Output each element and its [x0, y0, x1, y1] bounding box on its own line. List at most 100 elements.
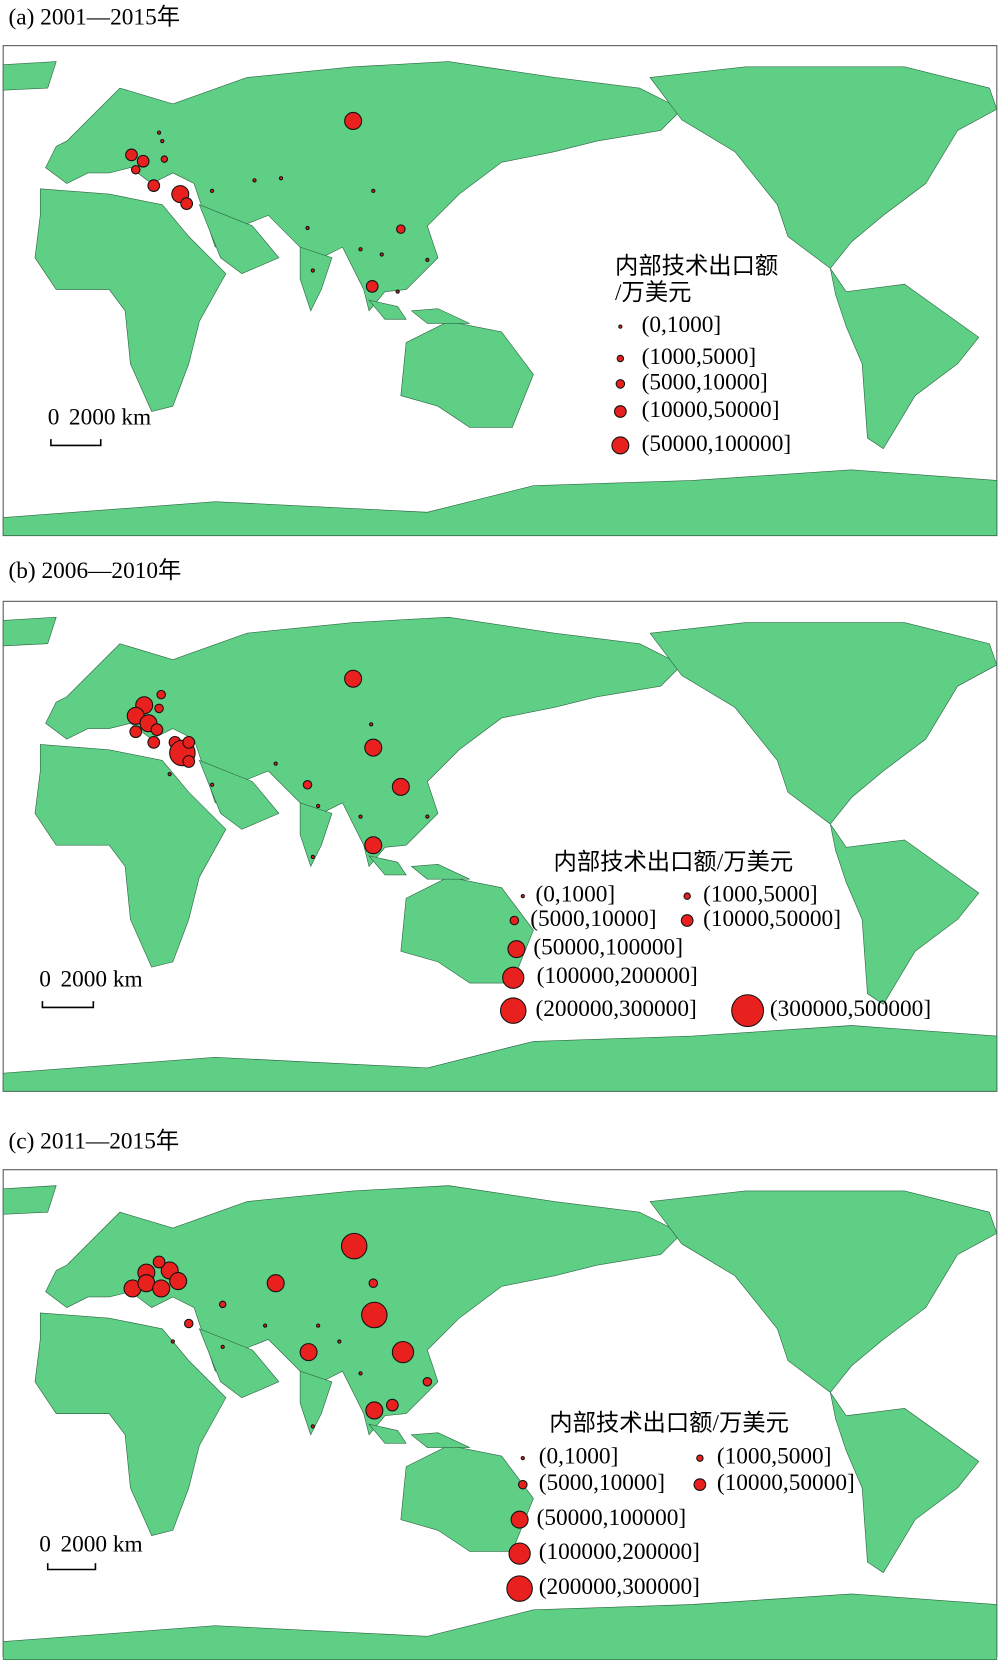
land [34, 188, 227, 412]
scale-label: 2000 km [69, 404, 151, 430]
point [310, 854, 315, 860]
land [830, 823, 980, 1005]
legend-symbol [500, 997, 527, 1024]
land [368, 299, 470, 324]
point [252, 178, 257, 183]
point [358, 247, 363, 252]
point [361, 1301, 388, 1329]
point [209, 188, 215, 194]
legend-symbol [615, 379, 626, 389]
point [170, 1339, 175, 1344]
scale-bar [50, 439, 102, 447]
point [273, 761, 278, 766]
legend-symbol [507, 940, 526, 959]
legend-label: (0,1000] [536, 881, 616, 907]
legend-symbol [506, 1575, 533, 1602]
legend-label: (10000,50000] [703, 906, 841, 932]
land [400, 321, 534, 428]
point [371, 188, 376, 194]
point [299, 1343, 318, 1362]
point [169, 1272, 188, 1291]
land [649, 622, 998, 825]
land [198, 1328, 280, 1399]
legend-label: (300000,500000] [770, 996, 931, 1022]
legend-symbol [520, 1456, 525, 1461]
point [209, 782, 215, 787]
point [180, 197, 194, 211]
legend-label: (5000,10000] [642, 369, 768, 395]
point [316, 803, 321, 809]
legend-label: (200000,300000] [536, 996, 697, 1022]
point [337, 1339, 342, 1344]
legend-label: (5000,10000] [539, 1470, 665, 1496]
point [340, 1232, 368, 1260]
point [364, 738, 383, 757]
legend-symbol [613, 405, 627, 418]
point [182, 755, 196, 768]
point [167, 772, 172, 777]
land [649, 1190, 998, 1393]
land-group [2, 616, 998, 1092]
legend-symbol [616, 354, 625, 363]
point [310, 268, 315, 273]
point [358, 1371, 363, 1376]
legend-title: 内部技术出口额/万美元 [549, 1410, 789, 1437]
legend-symbol [509, 915, 520, 926]
scale-bar [46, 1563, 97, 1571]
point [182, 735, 196, 749]
point [154, 703, 164, 714]
legend-label: (0,1000] [642, 312, 722, 338]
land [2, 469, 998, 536]
legend-symbol [731, 994, 765, 1028]
point [147, 179, 161, 192]
land [299, 246, 333, 312]
land [2, 1025, 998, 1092]
land [198, 759, 280, 830]
point [425, 257, 430, 262]
land [368, 855, 470, 880]
point [368, 1278, 379, 1288]
legend-label: (1000,5000] [717, 1444, 832, 1470]
point [152, 1255, 166, 1269]
land [649, 66, 998, 269]
legend-label: (5000,10000] [530, 906, 656, 932]
legend-symbol [518, 1479, 528, 1490]
point [266, 1274, 285, 1293]
land-group [2, 61, 998, 536]
legend-label: (100000,200000] [539, 1539, 700, 1565]
legend-symbol [508, 1542, 531, 1565]
legend-symbol [683, 892, 691, 900]
land [198, 204, 280, 275]
land [2, 61, 57, 91]
legend-symbol [618, 324, 623, 329]
legend-label: (10000,50000] [642, 397, 780, 423]
point [358, 814, 363, 819]
land [299, 802, 333, 868]
point [379, 252, 384, 257]
point [156, 130, 162, 135]
legend-title: 内部技术出口额/万美元 [554, 849, 794, 876]
legend-symbol [502, 966, 525, 989]
scale-label: 2000 km [60, 1532, 142, 1558]
point [395, 289, 400, 294]
point [136, 154, 150, 168]
point [220, 1344, 225, 1349]
legend-label: (50000,100000] [533, 935, 683, 961]
legend-label: (50000,100000] [537, 1505, 687, 1531]
point [305, 225, 310, 231]
legend-symbol [680, 914, 694, 927]
point [365, 280, 379, 293]
legend-symbol [611, 436, 630, 455]
legend-symbol [693, 1478, 707, 1492]
point [150, 723, 164, 736]
point [278, 176, 284, 181]
scale-start: 0 [39, 966, 51, 992]
legend-label: (50000,100000] [642, 431, 792, 457]
point [391, 777, 410, 796]
point [369, 722, 374, 727]
land [368, 1423, 470, 1448]
point [364, 836, 383, 855]
legend-symbol [510, 1510, 529, 1529]
